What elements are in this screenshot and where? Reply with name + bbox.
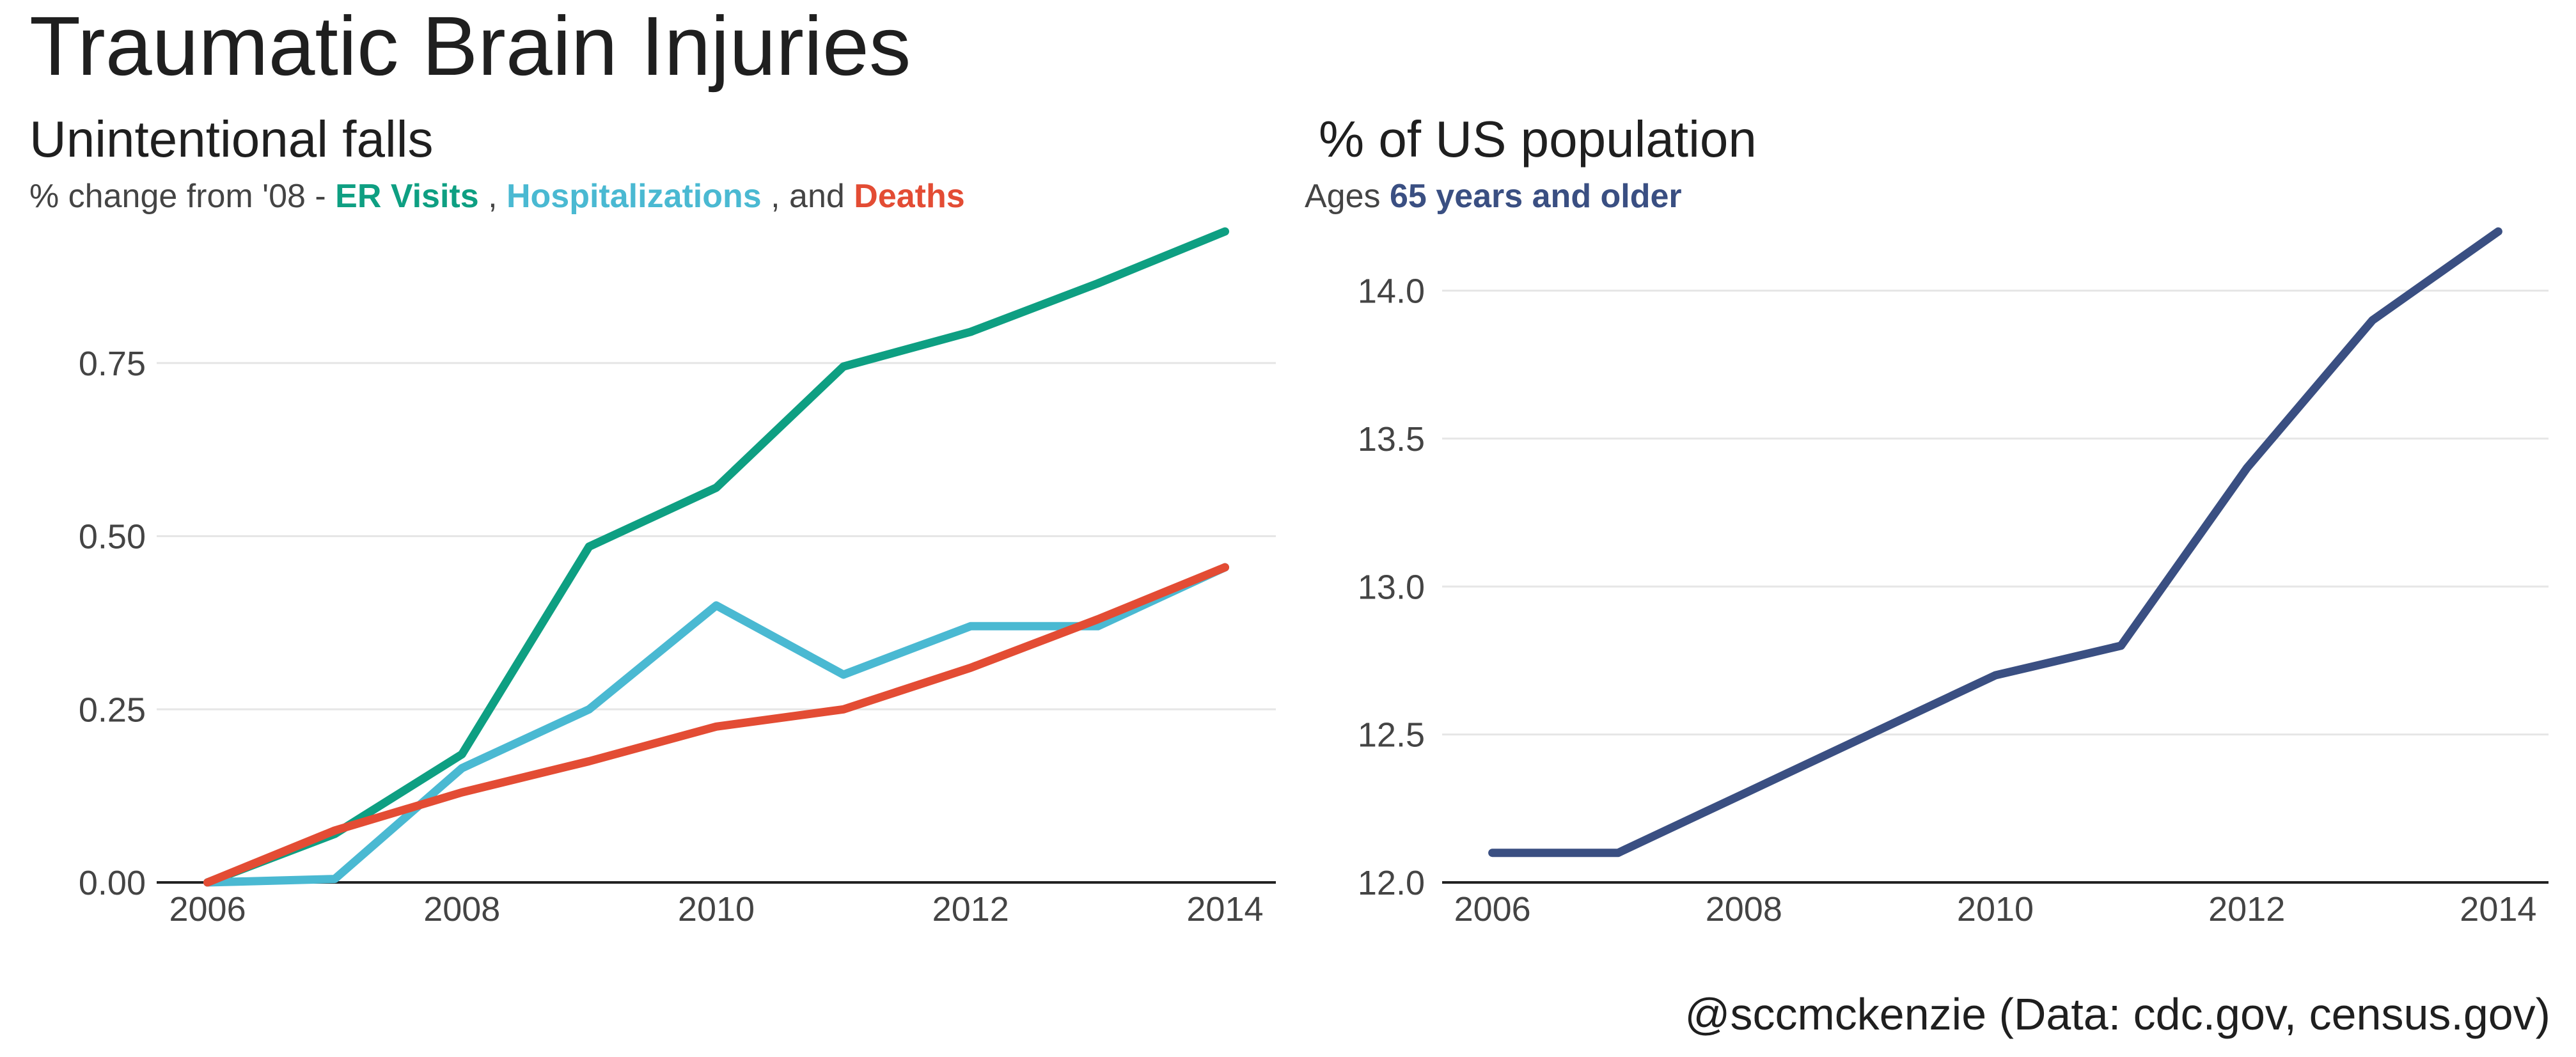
y-tick-label: 13.5 <box>1358 420 1425 458</box>
x-tick-label: 2010 <box>1957 890 2034 928</box>
x-tick-label: 2014 <box>1186 890 1263 928</box>
y-tick-label: 12.5 <box>1358 716 1425 755</box>
y-tick-label: 13.0 <box>1358 568 1425 606</box>
x-tick-label: 2010 <box>678 890 755 928</box>
legend-deaths: Deaths <box>854 178 965 215</box>
right-panel-title: % of US population <box>1319 111 1757 168</box>
y-tick-label: 0.25 <box>79 691 146 729</box>
y-tick-label: 0.50 <box>79 518 146 556</box>
left-panel-title: Unintentional falls <box>29 111 434 168</box>
x-tick-label: 2008 <box>1706 890 1782 928</box>
subtitle-separator: , <box>478 178 507 215</box>
x-tick-label: 2012 <box>932 890 1009 928</box>
right-panel-subtitle: Ages 65 years and older <box>1305 176 1682 216</box>
right-chart: 12.0 12.5 13.0 13.5 14.0 2006 2008 2010 2012 2014 <box>1358 227 2549 928</box>
x-tick-label: 2006 <box>169 890 246 928</box>
series-line-deaths <box>203 563 1229 887</box>
left-panel-subtitle: % change from '08 - ER Visits , Hospital… <box>29 176 965 216</box>
x-tick-label: 2008 <box>423 890 500 928</box>
y-tick-label: 14.0 <box>1358 272 1425 311</box>
x-tick-label: 2012 <box>2208 890 2285 928</box>
chart-main-title: Traumatic Brain Injuries <box>29 0 911 93</box>
left-chart: 0.00 0.25 0.50 0.75 2006 2008 2010 2012 2014 <box>79 227 1276 928</box>
y-tick-label: 0.00 <box>79 864 146 902</box>
legend-er-visits: ER Visits <box>335 178 479 215</box>
series-line-er-visits <box>203 227 1229 887</box>
y-tick-label: 12.0 <box>1358 864 1425 902</box>
series-line-hospitalizations <box>203 563 1229 887</box>
subtitle-separator: , and <box>761 178 854 215</box>
subtitle-prefix: Ages <box>1305 178 1390 215</box>
legend-hospitalizations: Hospitalizations <box>506 178 762 215</box>
y-tick-label: 0.75 <box>79 345 146 383</box>
series-line-65-years-and-older <box>1488 227 2502 857</box>
source-caption: @sccmckenzie (Data: cdc.gov, census.gov) <box>1685 989 2550 1039</box>
x-tick-label: 2014 <box>2460 890 2536 928</box>
x-tick-label: 2006 <box>1454 890 1531 928</box>
subtitle-prefix: % change from '08 - <box>29 178 336 215</box>
legend-65-and-older: 65 years and older <box>1389 178 1682 215</box>
